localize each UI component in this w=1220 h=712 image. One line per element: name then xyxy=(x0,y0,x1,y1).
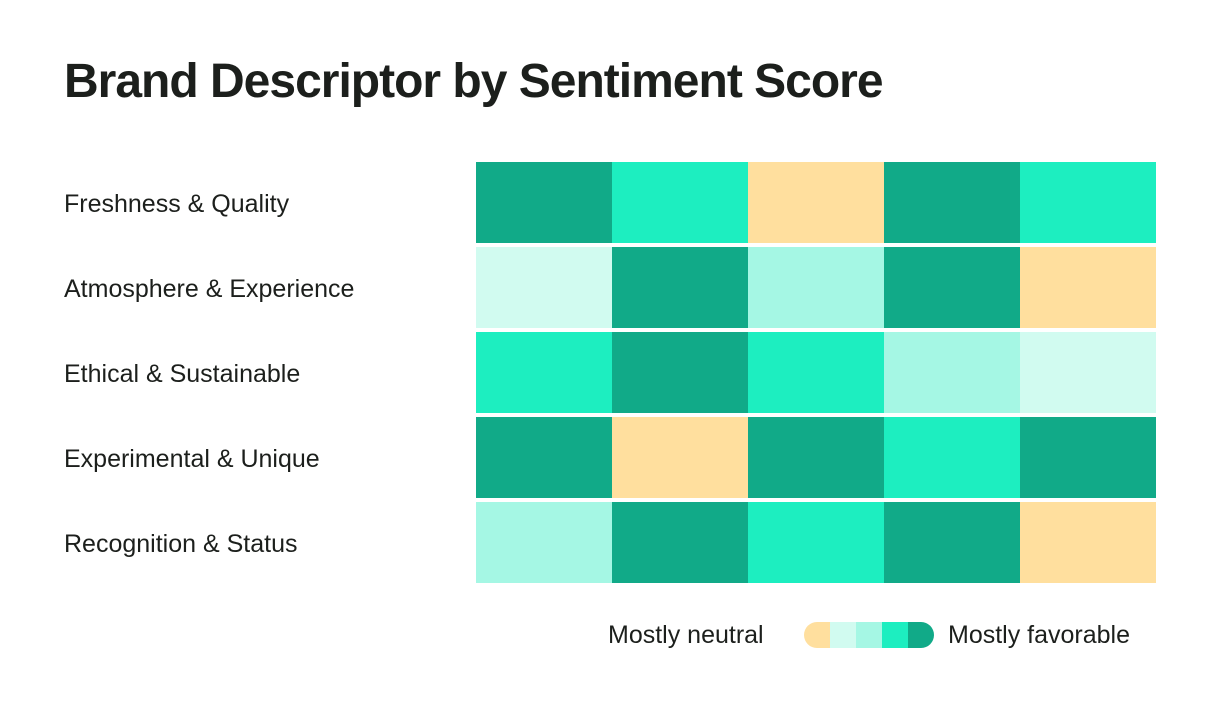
row-label-freshness-quality: Freshness & Quality xyxy=(64,190,290,218)
heatmap-cell-r5-c4 xyxy=(884,502,1020,583)
legend-swatch-5 xyxy=(908,622,934,648)
row-label-recognition-status: Recognition & Status xyxy=(64,530,298,558)
heatmap-cell-r3-c3 xyxy=(748,332,884,413)
heatmap-cell-r5-c2 xyxy=(612,502,748,583)
heatmap-cell-r4-c3 xyxy=(748,417,884,498)
heatmap-cell-r2-c5 xyxy=(1020,247,1156,328)
heatmap-cell-r3-c1 xyxy=(476,332,612,413)
heatmap-cell-r4-c2 xyxy=(612,417,748,498)
legend-swatch-4 xyxy=(882,622,908,648)
heatmap-cell-r1-c2 xyxy=(612,162,748,243)
heatmap-cell-r5-c1 xyxy=(476,502,612,583)
heatmap-cell-r1-c3 xyxy=(748,162,884,243)
heatmap-cell-r4-c5 xyxy=(1020,417,1156,498)
heatmap-cell-r2-c4 xyxy=(884,247,1020,328)
legend-swatch-2 xyxy=(830,622,856,648)
heatmap-cell-r5-c3 xyxy=(748,502,884,583)
heatmap-cell-r3-c5 xyxy=(1020,332,1156,413)
heatmap-cell-r1-c4 xyxy=(884,162,1020,243)
row-label-experimental-unique: Experimental & Unique xyxy=(64,445,320,473)
heatmap-cell-r1-c5 xyxy=(1020,162,1156,243)
heatmap-cell-r2-c3 xyxy=(748,247,884,328)
heatmap-cell-r2-c1 xyxy=(476,247,612,328)
heatmap-cell-r4-c4 xyxy=(884,417,1020,498)
heatmap-cell-r4-c1 xyxy=(476,417,612,498)
legend-color-scale xyxy=(804,622,934,648)
row-label-ethical-sustainable: Ethical & Sustainable xyxy=(64,360,301,388)
heatmap-cell-r2-c2 xyxy=(612,247,748,328)
chart-title: Brand Descriptor by Sentiment Score xyxy=(64,55,884,108)
legend-swatch-1 xyxy=(804,622,830,648)
legend-low-label: Mostly neutral xyxy=(608,621,764,649)
heatmap-cell-r1-c1 xyxy=(476,162,612,243)
heatmap-cell-r3-c2 xyxy=(612,332,748,413)
heatmap-cell-r3-c4 xyxy=(884,332,1020,413)
legend-swatch-3 xyxy=(856,622,882,648)
legend-high-label: Mostly favorable xyxy=(948,621,1131,649)
row-label-atmosphere-experience: Atmosphere & Experience xyxy=(64,275,355,303)
heatmap-cell-r5-c5 xyxy=(1020,502,1156,583)
